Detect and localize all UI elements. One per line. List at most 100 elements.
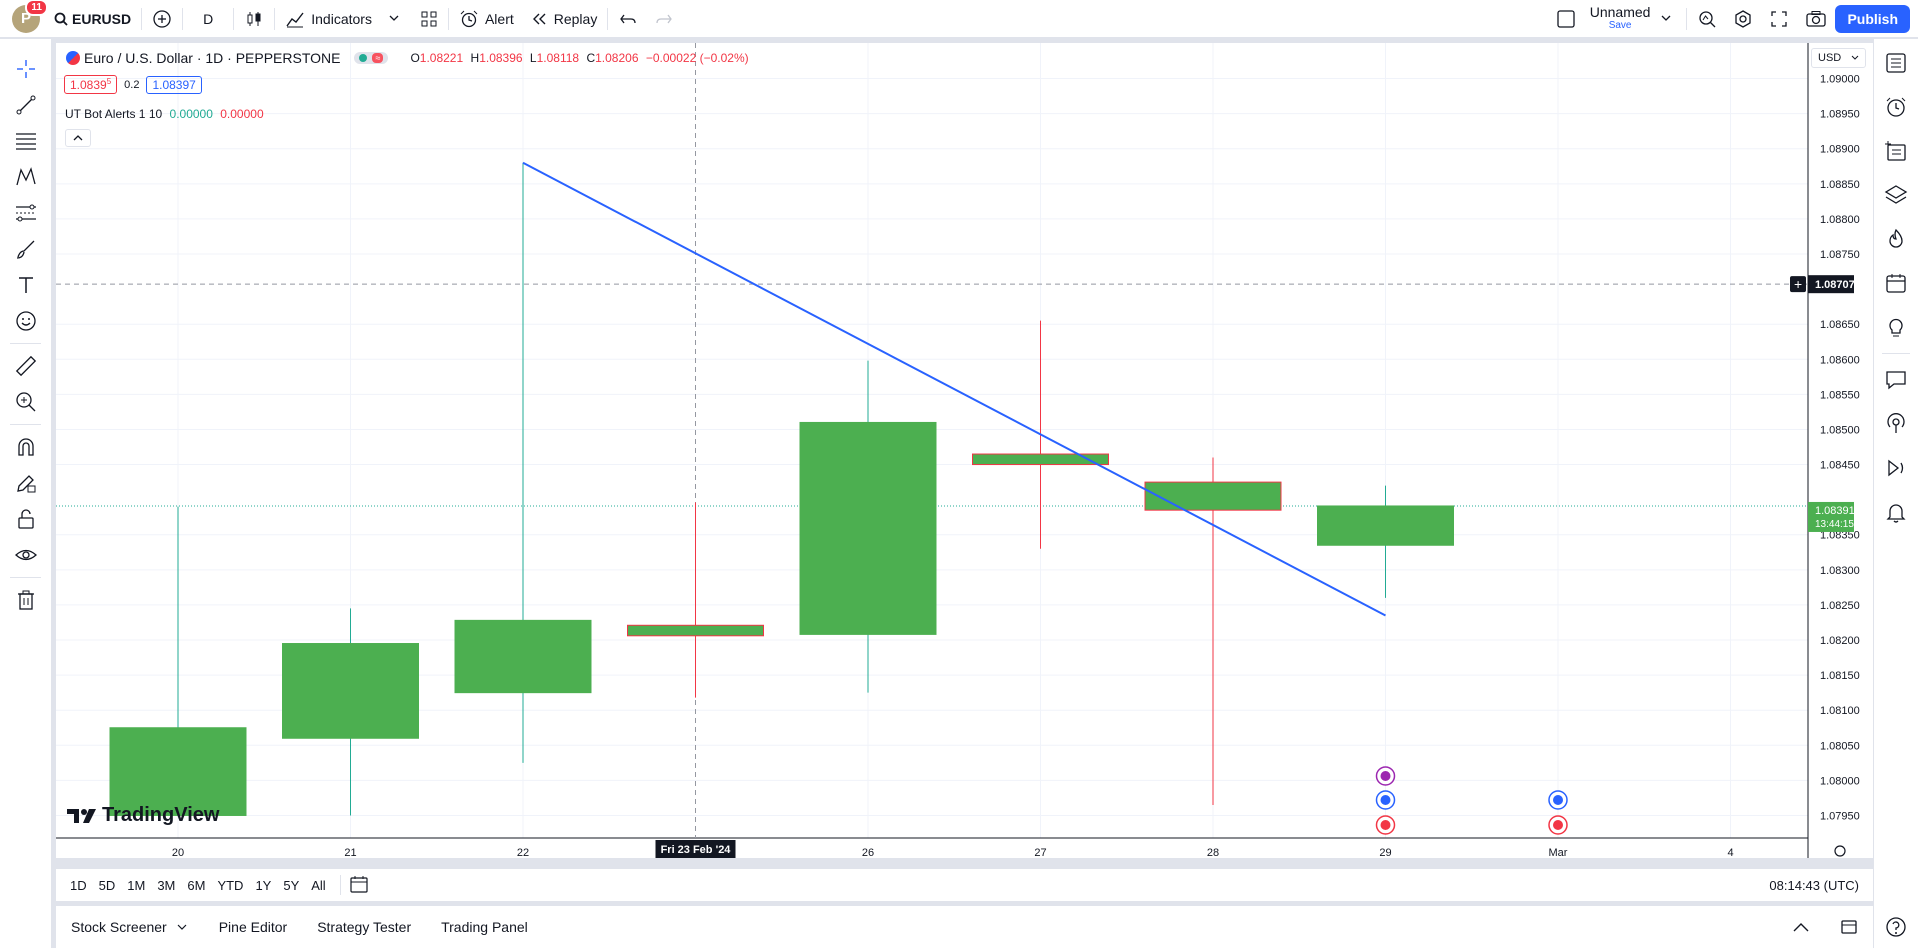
range-button-5d[interactable]: 5D <box>98 877 116 893</box>
pattern-tool[interactable] <box>0 159 51 195</box>
price-tick-label: 1.08350 <box>1820 530 1860 542</box>
crosshair-time-box <box>655 840 736 858</box>
templates-button[interactable] <box>412 0 446 38</box>
range-button-1m[interactable]: 1M <box>127 877 146 893</box>
fib-tool[interactable] <box>0 123 51 159</box>
maximize-panel-button[interactable] <box>1825 906 1873 948</box>
publish-button[interactable]: Publish <box>1835 4 1910 33</box>
trendline-icon <box>16 95 35 115</box>
lock-drawings-tool[interactable] <box>0 465 51 501</box>
symbol-title[interactable]: Euro / U.S. Dollar · 1D · PEPPERSTONE <box>84 50 341 66</box>
replay-button[interactable]: Replay <box>522 0 606 38</box>
crosshair-time-label: Fri 23 Feb '24 <box>661 844 732 856</box>
change-value: −0.00022 (−0.02%) <box>645 51 749 65</box>
legend-status-pill[interactable]: ≈ <box>354 52 389 64</box>
high-value: 1.08396 <box>479 51 523 65</box>
tab-strategy-tester[interactable]: Strategy Tester <box>302 906 426 948</box>
collapse-legend-button[interactable] <box>65 129 91 147</box>
emoji-tool[interactable] <box>0 303 51 339</box>
time-tick-label: 28 <box>1207 847 1219 858</box>
zoom-tool[interactable] <box>0 384 51 420</box>
trash-icon <box>17 590 34 610</box>
range-button-all[interactable]: All <box>311 877 326 893</box>
layout-save-button[interactable]: Unnamed Save <box>1548 0 1685 38</box>
alerts-button[interactable] <box>1874 85 1918 129</box>
screener-play-button[interactable] <box>1874 446 1918 490</box>
time-tick-label: 21 <box>344 847 356 858</box>
unlock-tool[interactable] <box>0 501 51 537</box>
brush-tool[interactable] <box>0 231 51 267</box>
indicators-icon <box>286 12 304 27</box>
tab-trading-panel[interactable]: Trading Panel <box>426 906 543 948</box>
range-button-1d[interactable]: 1D <box>70 877 87 893</box>
tab-pine-editor[interactable]: Pine Editor <box>204 906 302 948</box>
alarm-clock-icon <box>460 10 478 27</box>
time-tick-label: 26 <box>862 847 874 858</box>
hide-drawings-tool[interactable] <box>0 537 51 573</box>
buy-price-button[interactable]: 1.08397 <box>146 75 202 94</box>
chats-button[interactable] <box>1874 358 1918 402</box>
tab-label: Trading Panel <box>441 919 528 935</box>
indicator-value-1: 0.00000 <box>169 107 213 121</box>
user-avatar[interactable]: P 11 <box>12 0 48 33</box>
range-button-5y[interactable]: 5Y <box>283 877 300 893</box>
symbol-search-button[interactable]: EURUSD <box>46 0 139 38</box>
remove-drawings-tool[interactable] <box>0 582 51 618</box>
range-button-ytd[interactable]: YTD <box>217 877 244 893</box>
fullscreen-button[interactable] <box>1761 0 1797 38</box>
sell-price-button[interactable]: 1.08395 <box>64 75 118 94</box>
crosshair-tool[interactable] <box>0 51 51 87</box>
hotlists-button[interactable] <box>1874 217 1918 261</box>
compare-symbol-button[interactable] <box>144 0 180 38</box>
quick-search-button[interactable] <box>1689 0 1725 38</box>
buy-price: 1.08397 <box>152 77 196 92</box>
currency-button[interactable]: USD <box>1811 48 1866 68</box>
interval-button[interactable]: D <box>185 0 231 38</box>
range-button-6m[interactable]: 6M <box>187 877 206 893</box>
last-price-box <box>1808 501 1854 532</box>
tab-stock-screener[interactable]: Stock Screener <box>56 906 204 948</box>
candle-body-28 <box>1144 481 1282 511</box>
ruler-tool[interactable] <box>0 348 51 384</box>
forecast-tool[interactable] <box>0 195 51 231</box>
indicators-button[interactable]: Indicators <box>277 0 412 38</box>
close-value: 1.08206 <box>595 51 639 65</box>
help-button[interactable] <box>1874 906 1918 948</box>
calendar-button[interactable] <box>1874 261 1918 305</box>
smiley-icon <box>15 311 36 331</box>
candle-body-20 <box>109 727 247 816</box>
redo-button[interactable] <box>646 0 682 38</box>
undo-button[interactable] <box>610 0 646 38</box>
utc-clock[interactable]: 08:14:43 (UTC) <box>1769 877 1859 893</box>
ideas-button[interactable] <box>1874 305 1918 349</box>
tradingview-watermark[interactable]: TradingView <box>67 804 219 827</box>
chart-pane[interactable]: 1.09000 1.08950 1.08900 1.08850 1.08800 1.087… <box>56 43 1873 858</box>
indicators-label: Indicators <box>311 10 372 27</box>
range-button-1y[interactable]: 1Y <box>255 877 272 893</box>
trendline-tool[interactable] <box>0 87 51 123</box>
tab-label: Strategy Tester <box>317 919 412 935</box>
snapshot-button[interactable] <box>1797 0 1835 38</box>
notifications-button[interactable] <box>1874 490 1918 534</box>
range-button-3m[interactable]: 3M <box>157 877 176 893</box>
goto-date-button[interactable] <box>349 874 369 897</box>
magnet-tool[interactable] <box>0 429 51 465</box>
price-tick-label: 1.08650 <box>1820 319 1860 331</box>
chart-canvas[interactable]: 1.09000 1.08950 1.08900 1.08850 1.08800 1.087… <box>56 43 1873 858</box>
text-tool[interactable] <box>0 267 51 303</box>
chart-type-button[interactable] <box>236 0 272 38</box>
plus-circle-icon <box>153 9 171 28</box>
alarm-clock-icon <box>1886 97 1906 117</box>
settings-button[interactable] <box>1725 0 1761 38</box>
indicator-legend[interactable]: UT Bot Alerts 1 10 0.00000 0.00000 <box>65 107 264 121</box>
watchlist-button[interactable] <box>1874 41 1918 85</box>
layers-button[interactable] <box>1874 173 1918 217</box>
collapse-panel-button[interactable] <box>1777 906 1825 948</box>
rewind-icon <box>532 13 546 24</box>
trendline <box>522 161 1386 617</box>
alert-button[interactable]: Alert <box>451 0 522 38</box>
object-tree-button[interactable] <box>1874 129 1918 173</box>
crosshair-icon <box>16 60 35 78</box>
plus-icon: + <box>1794 276 1802 292</box>
streams-button[interactable] <box>1874 402 1918 446</box>
